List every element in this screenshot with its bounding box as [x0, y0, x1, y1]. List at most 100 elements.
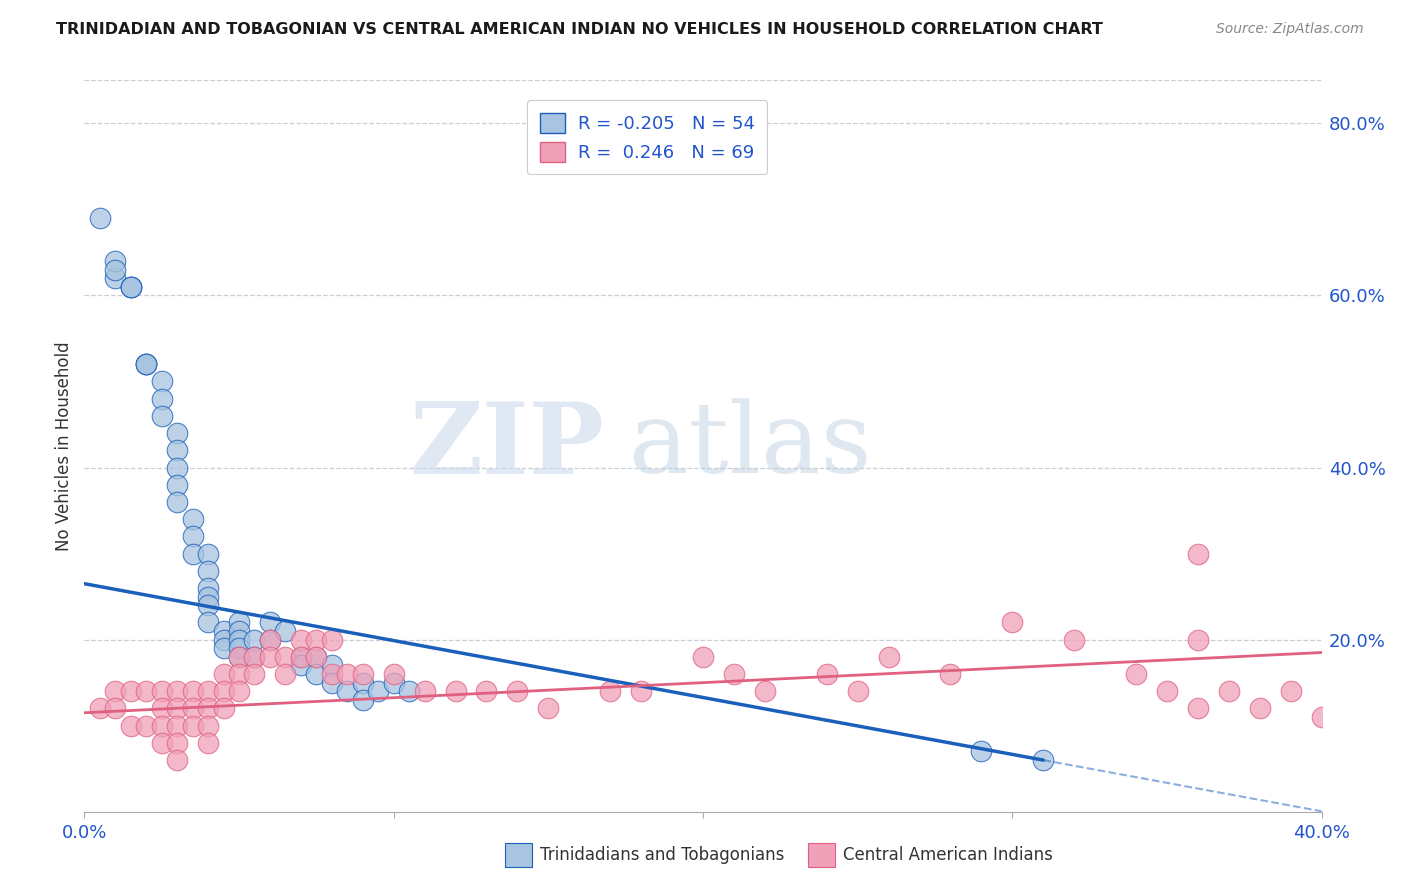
Point [815, 667, 838, 681]
Point [1156, 684, 1178, 698]
Point [243, 667, 266, 681]
Point [352, 675, 374, 690]
Point [197, 598, 219, 612]
Point [197, 590, 219, 604]
Point [1125, 667, 1147, 681]
Point [197, 564, 219, 578]
Point [1279, 684, 1302, 698]
Point [197, 581, 219, 595]
Point [274, 649, 297, 664]
Point [290, 632, 312, 647]
Point [1001, 615, 1024, 630]
Point [228, 649, 250, 664]
Point [197, 719, 219, 733]
Point [1187, 547, 1209, 561]
Point [274, 624, 297, 638]
Point [506, 684, 529, 698]
Point [197, 615, 219, 630]
Point [166, 684, 188, 698]
Point [120, 280, 142, 294]
Point [305, 632, 328, 647]
Point [150, 684, 173, 698]
Point [104, 701, 127, 715]
Point [120, 280, 142, 294]
Bar [808, 843, 835, 867]
Point [305, 649, 328, 664]
Point [1310, 710, 1333, 724]
Point [181, 701, 204, 715]
Point [243, 632, 266, 647]
Point [970, 744, 993, 758]
Point [212, 667, 235, 681]
Point [537, 701, 560, 715]
Point [321, 632, 343, 647]
Point [150, 701, 173, 715]
Text: TRINIDADIAN AND TOBAGONIAN VS CENTRAL AMERICAN INDIAN NO VEHICLES IN HOUSEHOLD C: TRINIDADIAN AND TOBAGONIAN VS CENTRAL AM… [56, 22, 1104, 37]
Point [290, 649, 312, 664]
Point [243, 649, 266, 664]
Point [135, 357, 157, 371]
Point [181, 719, 204, 733]
Point [166, 736, 188, 750]
Text: Trinidadians and Tobagonians: Trinidadians and Tobagonians [540, 846, 785, 863]
Point [290, 658, 312, 673]
Point [120, 684, 142, 698]
Point [599, 684, 621, 698]
Point [166, 753, 188, 767]
Point [413, 684, 436, 698]
Point [352, 667, 374, 681]
Point [228, 615, 250, 630]
Point [212, 684, 235, 698]
Point [259, 615, 281, 630]
Point [398, 684, 420, 698]
Point [336, 684, 359, 698]
Point [197, 547, 219, 561]
Point [166, 460, 188, 475]
Point [166, 477, 188, 491]
Y-axis label: No Vehicles in Household: No Vehicles in Household [55, 341, 73, 551]
Point [181, 512, 204, 526]
Point [181, 684, 204, 698]
Point [1187, 632, 1209, 647]
Point [150, 736, 173, 750]
Point [939, 667, 962, 681]
Legend: R = -0.205   N = 54, R =  0.246   N = 69: R = -0.205 N = 54, R = 0.246 N = 69 [527, 100, 768, 174]
Point [692, 649, 714, 664]
Point [228, 641, 250, 656]
Text: Central American Indians: Central American Indians [842, 846, 1053, 863]
Point [1063, 632, 1085, 647]
Point [754, 684, 776, 698]
Point [135, 684, 157, 698]
Point [336, 667, 359, 681]
Point [352, 693, 374, 707]
Point [877, 649, 900, 664]
Point [444, 684, 467, 698]
Point [181, 529, 204, 543]
Point [89, 211, 111, 225]
Point [228, 667, 250, 681]
Text: Source: ZipAtlas.com: Source: ZipAtlas.com [1216, 22, 1364, 37]
Point [150, 375, 173, 389]
Point [89, 701, 111, 715]
Point [1032, 753, 1054, 767]
Point [630, 684, 652, 698]
Point [181, 547, 204, 561]
Point [212, 624, 235, 638]
Point [274, 667, 297, 681]
Point [104, 271, 127, 285]
Point [367, 684, 389, 698]
Point [259, 649, 281, 664]
Point [135, 357, 157, 371]
Point [228, 632, 250, 647]
Point [104, 262, 127, 277]
Point [382, 675, 405, 690]
Point [1187, 701, 1209, 715]
Point [259, 632, 281, 647]
Point [104, 254, 127, 268]
Point [104, 684, 127, 698]
Point [228, 624, 250, 638]
Point [212, 701, 235, 715]
Point [1218, 684, 1240, 698]
Point [723, 667, 745, 681]
Point [228, 684, 250, 698]
